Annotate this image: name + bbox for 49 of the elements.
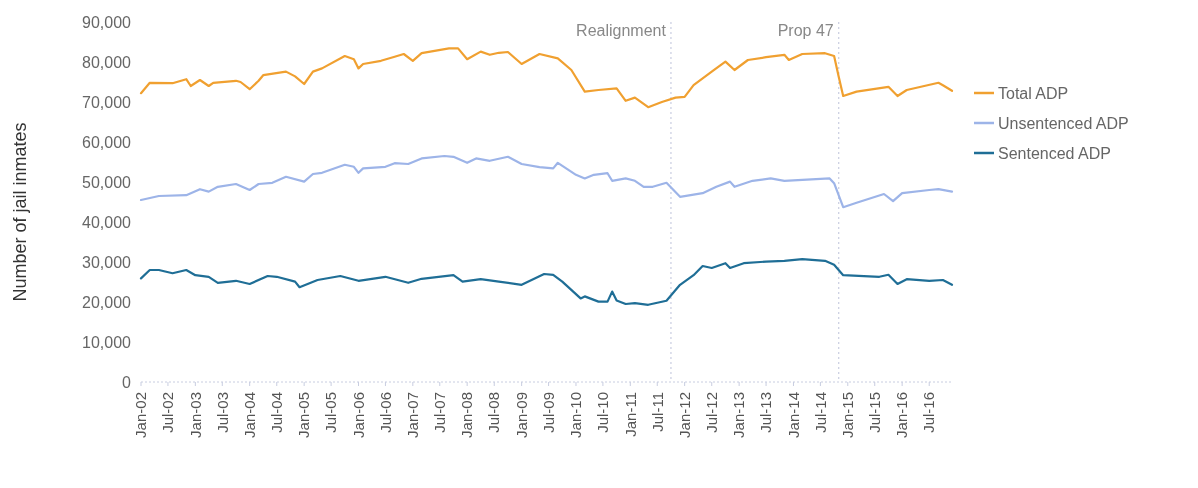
x-tick-label: Jul-06 (376, 392, 394, 433)
x-tick-label: Jan-11 (621, 392, 639, 437)
x-tick-label: Jan-08 (458, 392, 476, 438)
ref-line-label: Prop 47 (777, 22, 834, 39)
y-tick-label: 0 (122, 373, 132, 391)
x-tick-label: Jul-15 (865, 392, 883, 433)
x-tick-label: Jul-03 (213, 392, 231, 433)
x-tick-label: Jan-16 (893, 392, 911, 438)
y-axis-title: Number of jail inmates (10, 122, 30, 302)
line-series (139, 47, 954, 109)
x-tick-label: Jan-10 (567, 392, 585, 438)
x-tick-label: Jul-04 (268, 392, 286, 433)
y-tick-label: 50,000 (82, 173, 132, 191)
y-tick-label: 30,000 (82, 253, 132, 271)
x-tick-label: Jul-14 (811, 392, 829, 433)
ref-line-label: Realignment (576, 22, 667, 39)
x-tick-label: Jan-04 (240, 392, 258, 438)
x-tick-label: Jul-12 (702, 392, 720, 433)
y-tick-label: 20,000 (82, 293, 132, 311)
x-tick-label: Jan-09 (512, 392, 530, 438)
y-tick-label: 40,000 (82, 213, 132, 231)
x-tick-label: Jan-03 (186, 392, 204, 438)
y-tick-label: 70,000 (82, 93, 132, 111)
x-tick-label: Jan-07 (404, 392, 422, 438)
x-tick-label: Jan-15 (839, 392, 857, 438)
x-tick-label: Jul-16 (920, 392, 938, 433)
y-tick-label: 60,000 (82, 133, 132, 151)
legend-label: Total ADP (998, 84, 1069, 102)
y-tick-label: 90,000 (82, 13, 132, 31)
line-series (139, 258, 954, 306)
y-tick-label: 10,000 (82, 333, 132, 351)
x-tick-label: Jul-05 (322, 392, 340, 433)
x-tick-label: Jan-02 (132, 392, 150, 438)
x-tick-label: Jan-12 (675, 392, 693, 438)
x-tick-label: Jul-09 (539, 392, 557, 433)
x-tick-label: Jan-14 (784, 392, 802, 438)
legend-label: Sentenced ADP (998, 144, 1111, 162)
x-tick-label: Jan-13 (730, 392, 748, 438)
line-series (139, 154, 954, 209)
x-tick-label: Jul-07 (431, 392, 449, 433)
x-tick-label: Jul-02 (159, 392, 177, 433)
y-tick-label: 80,000 (82, 53, 132, 71)
x-tick-label: Jan-05 (295, 392, 313, 438)
x-tick-label: Jul-10 (594, 392, 612, 433)
x-tick-label: Jul-11 (648, 392, 666, 432)
x-tick-label: Jul-08 (485, 392, 503, 433)
x-tick-label: Jan-06 (349, 392, 367, 438)
legend-label: Unsentenced ADP (998, 114, 1129, 132)
x-tick-label: Jul-13 (757, 392, 775, 433)
